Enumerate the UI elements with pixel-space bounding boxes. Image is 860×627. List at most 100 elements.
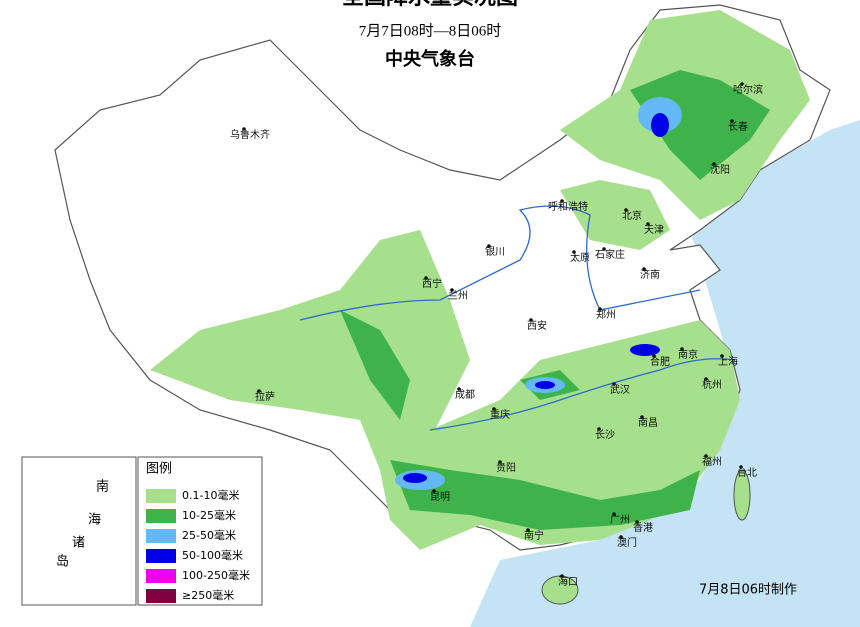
city-dot (598, 307, 602, 311)
city-dot (602, 247, 606, 251)
city-dot (526, 528, 530, 532)
legend-title: 图例 (146, 462, 172, 477)
city-label: 台北 (737, 466, 757, 479)
city-dot (612, 512, 616, 516)
rain-area (403, 473, 427, 483)
rain-area (340, 310, 410, 420)
city-dot (612, 382, 616, 386)
city-dot (646, 222, 650, 226)
city-label: 石家庄 (595, 248, 625, 261)
city-label: 武汉 (610, 383, 630, 396)
city-label: 北京 (622, 209, 642, 222)
city-label: 天津 (644, 224, 664, 236)
city-label: 西宁 (422, 277, 442, 290)
city-label: 西安 (527, 319, 547, 332)
rain-area (150, 230, 470, 470)
rain-area (390, 460, 700, 530)
legend-label: 25-50毫米 (182, 528, 236, 542)
city-label: 太原 (570, 251, 590, 264)
city-dot (424, 276, 428, 280)
legend-swatch (146, 569, 176, 583)
city-label: 重庆 (490, 408, 510, 421)
city-dot (242, 127, 246, 131)
city-label: 哈尔滨 (733, 83, 763, 96)
city-label: 南昌 (638, 416, 658, 429)
city-label: 海口 (558, 575, 578, 588)
legend-swatch (146, 589, 176, 603)
city-dot (642, 267, 646, 271)
city-label: 上海 (718, 355, 738, 368)
city-dot (560, 199, 564, 203)
legend-swatch (146, 529, 176, 543)
issuer: 中央气象台 (385, 48, 475, 70)
city-dot (704, 377, 708, 381)
city-dot (739, 465, 743, 469)
city-dot (680, 347, 684, 351)
legend-label: ≥250毫米 (182, 588, 234, 602)
city-label: 长春 (728, 121, 748, 133)
city-dot (720, 354, 724, 358)
city-label: 香港 (633, 522, 653, 534)
city-label: 长沙 (595, 429, 615, 441)
city-dot (560, 574, 564, 578)
city-dot (492, 407, 496, 411)
city-dot (640, 415, 644, 419)
inset-label: 海 (88, 513, 101, 528)
city-label: 福州 (702, 455, 722, 468)
taiwan (733, 469, 751, 521)
city-label: 贵阳 (496, 461, 516, 474)
hainan (541, 575, 579, 605)
city-dot (652, 354, 656, 358)
inset-frame (21, 456, 137, 606)
legend-label: 100-250毫米 (182, 568, 250, 582)
city-dot (619, 535, 623, 539)
city-label: 合肥 (650, 355, 670, 368)
city-label: 昆明 (430, 491, 450, 503)
city-label: 广州 (610, 514, 630, 526)
city-label: 乌鲁木齐 (230, 128, 270, 141)
city-label: 澳门 (617, 536, 637, 549)
city-label: 银川 (485, 245, 505, 258)
city-dot (257, 389, 261, 393)
city-dot (730, 119, 734, 123)
city-label: 兰州 (448, 289, 468, 302)
rain-area (630, 344, 660, 356)
legend-swatch (146, 489, 176, 503)
city-dot (450, 288, 454, 292)
inset-label: 岛 (56, 554, 69, 570)
city-dot (572, 250, 576, 254)
city-dot (635, 520, 639, 524)
city-dot (529, 318, 533, 322)
city-dot (457, 387, 461, 391)
inset-label: 南 (96, 479, 109, 495)
city-label: 成都 (455, 389, 475, 401)
city-dot (498, 460, 502, 464)
city-dot (740, 82, 744, 86)
city-label: 沈阳 (710, 163, 730, 176)
sea (470, 120, 860, 627)
legend-swatch (146, 549, 176, 563)
title: 全国降水量实况图 (341, 0, 518, 10)
period: 7月7日08时—8日06时 (359, 22, 502, 39)
city-label: 南京 (678, 348, 698, 361)
legend-swatch (146, 509, 176, 523)
rain-areas (150, 10, 810, 605)
city-label: 呼和浩特 (548, 201, 588, 213)
city-dot (432, 489, 436, 493)
city-label: 济南 (640, 268, 660, 281)
city-dot (487, 244, 491, 248)
city-dot (712, 162, 716, 166)
city-dot (704, 454, 708, 458)
legend-label: 50-100毫米 (182, 548, 243, 562)
rain-area (535, 381, 555, 389)
city-label: 郑州 (596, 308, 616, 321)
city-dot (597, 427, 601, 431)
legend-label: 0.1-10毫米 (182, 488, 239, 502)
legend: 0.1-10毫米 10-25毫米 25-50毫米 50-100毫米 100-250毫米 ≥… (146, 488, 250, 603)
city-dot (624, 208, 628, 212)
city-label: 杭州 (702, 378, 722, 391)
footer: 7月8日06时制作 (699, 583, 797, 598)
